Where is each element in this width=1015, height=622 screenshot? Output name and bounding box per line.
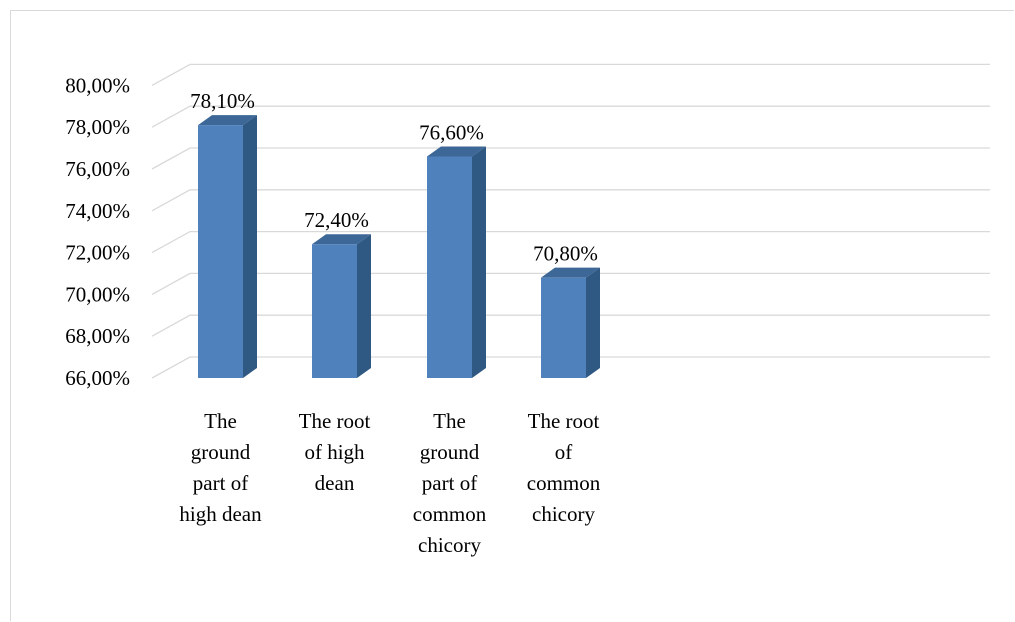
bar-top [427, 146, 486, 157]
category-label: The root of high dean [299, 409, 371, 495]
y-tick-label: 78,00% [65, 115, 130, 139]
gridlines [151, 63, 990, 379]
bar-side [357, 234, 371, 378]
gridline [151, 314, 990, 337]
bar [541, 267, 600, 378]
category-label: The ground part of high dean [179, 409, 262, 526]
y-tick-label: 72,00% [65, 241, 130, 265]
bar-front [541, 277, 586, 378]
data-label: 78,10% [190, 89, 255, 113]
data-label: 70,80% [533, 242, 598, 266]
bar-front [198, 125, 243, 378]
y-tick-label: 76,00% [65, 157, 130, 181]
chart-frame [10, 10, 1014, 621]
bars [198, 115, 600, 379]
bar [198, 115, 257, 379]
gridline [151, 63, 990, 86]
y-tick-label: 66,00% [65, 366, 130, 390]
bar [312, 234, 371, 378]
bar-top [541, 267, 600, 278]
category-label: The root of common chicory [527, 409, 601, 526]
bar [427, 146, 486, 378]
y-tick-label: 70,00% [65, 282, 130, 306]
y-axis-tick-labels: 66,00% 68,00% 70,00% 72,00% 74,00% 76,00% 78,0… [65, 73, 130, 390]
gridline [151, 356, 990, 379]
y-tick-label: 74,00% [65, 199, 130, 223]
bar-front [427, 156, 472, 378]
category-label: The ground part of common chicory [413, 409, 487, 557]
data-label: 76,60% [419, 120, 484, 144]
y-tick-label: 80,00% [65, 73, 130, 97]
category-labels: The ground part of high dean The root of high… [179, 409, 600, 557]
bar-top [198, 115, 257, 126]
gridline [151, 147, 990, 170]
data-label: 72,40% [304, 208, 369, 232]
bar-side [472, 146, 486, 378]
bar-side [586, 267, 600, 378]
gridline [151, 189, 990, 212]
data-labels: 78,10% 72,40% 76,60% 70,80% [190, 89, 598, 266]
gridline [151, 230, 990, 254]
bar-front [312, 244, 357, 378]
y-tick-label: 68,00% [65, 324, 130, 348]
bar-side [243, 115, 257, 379]
gridline [151, 272, 990, 295]
gridline [151, 105, 990, 128]
bar-top [312, 234, 371, 245]
